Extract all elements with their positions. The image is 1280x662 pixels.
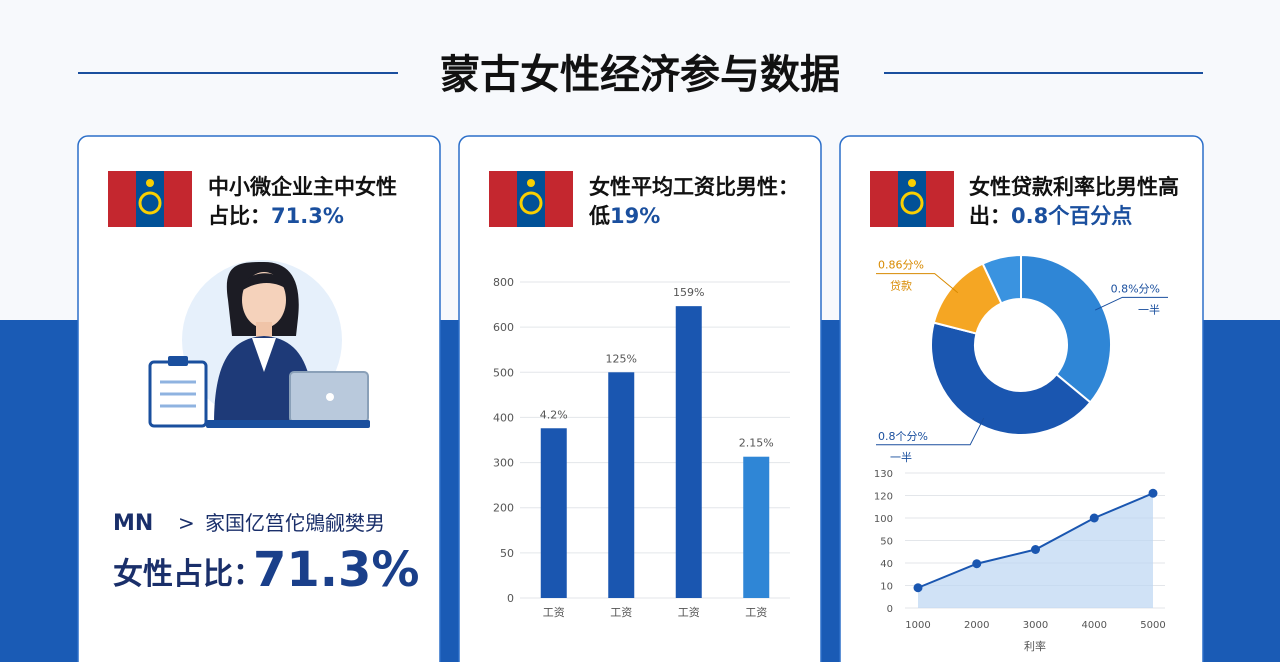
donut-segment (1020, 253, 1113, 404)
y-tick-label: 10 (880, 582, 893, 593)
y-tick-label: 130 (874, 469, 893, 480)
flag (870, 171, 954, 227)
flag-emblem (900, 191, 924, 215)
y-tick-label: 120 (874, 492, 893, 503)
bar (540, 428, 567, 598)
x-tick-label: 工资 (678, 606, 700, 619)
y-tick-label: 40 (880, 559, 893, 570)
point (1031, 545, 1040, 554)
y-tick-label: 600 (493, 321, 514, 334)
x-tick-label: 3000 (1023, 620, 1048, 631)
x-tick-label: 工资 (745, 606, 767, 619)
y-tick-label: 50 (500, 547, 514, 560)
heading-highlight: 71.3% (271, 204, 344, 228)
donut-segment (981, 253, 1022, 305)
page-title: 蒙古女性经济参与数据 (440, 52, 840, 98)
card-heading: 女性贷款利率比男性高 (969, 175, 1179, 199)
y-tick-label: 800 (493, 276, 514, 289)
heading-highlight: 19% (610, 204, 660, 228)
stat-label: 女性占比： (113, 557, 263, 592)
bar (608, 372, 635, 598)
x-tick-label: 4000 (1082, 620, 1107, 631)
bar (743, 456, 770, 598)
leader-line (876, 273, 959, 294)
flag-emblem (908, 179, 916, 187)
bar-annotation: 4.2% (540, 408, 568, 421)
bar-annotation: 159% (673, 286, 704, 299)
x-tick-label: 工资 (543, 606, 565, 619)
bar (675, 306, 702, 598)
x-tick-label: 工资 (610, 606, 632, 619)
flag-emblem (146, 179, 154, 187)
segment-note: 一半 (890, 450, 912, 464)
leader-line (876, 417, 985, 446)
donut-segment (930, 321, 1092, 437)
y-tick-label: 100 (874, 514, 893, 525)
point (1089, 513, 1099, 523)
y-tick-label: 50 (880, 537, 893, 548)
flag-emblem (527, 179, 535, 187)
card-heading: 中小微企业主中女性 (208, 175, 397, 199)
point (972, 559, 982, 569)
card-heading: 低19% (588, 204, 660, 228)
heading-text: 出： (969, 204, 1011, 228)
segment-note: 一半 (1138, 302, 1160, 316)
flag-emblem (519, 191, 543, 215)
segment-annotation: 0.86分% (878, 259, 924, 272)
y-tick-label: 0 (887, 604, 893, 615)
woman-illustration (148, 260, 370, 428)
flag-emblem (138, 191, 162, 215)
heading-highlight: 0.8个百分点 (1011, 204, 1132, 228)
flag-stripe (926, 171, 954, 227)
arrow: > (178, 511, 195, 535)
point (1148, 488, 1158, 498)
flag-stripe (545, 171, 573, 227)
flag (489, 171, 573, 227)
card-heading: 占比：71.3% (208, 204, 344, 228)
leader-line (1094, 296, 1168, 311)
y-tick-label: 400 (493, 411, 514, 424)
stat-value: 71.3% (253, 542, 420, 598)
x-tick-label: 2000 (964, 620, 989, 631)
flag-stripe (108, 171, 136, 227)
x-axis-label: 利率 (1024, 639, 1046, 653)
heading-text: 占比： (208, 204, 271, 228)
flag-stripe (489, 171, 517, 227)
caption: 家国亿筥佗鶂觎樊男 (205, 511, 385, 535)
flag-stripe (164, 171, 192, 227)
flag (108, 171, 192, 227)
card-heading: 出：0.8个百分点 (969, 204, 1132, 228)
country-code: MN (113, 511, 153, 536)
y-tick-label: 500 (493, 366, 514, 379)
bar-annotation: 125% (606, 352, 637, 365)
flag-stripe (870, 171, 898, 227)
segment-note: 贷款 (890, 279, 912, 293)
segment-annotation: 0.8个分% (878, 430, 928, 443)
x-tick-label: 5000 (1140, 620, 1165, 631)
card-heading: 女性平均工资比男性： (589, 175, 799, 199)
x-tick-label: 1000 (905, 620, 930, 631)
heading-text: 低 (588, 204, 610, 228)
y-tick-label: 300 (493, 457, 514, 470)
point (913, 583, 923, 593)
segment-annotation: 0.8%分% (1111, 282, 1160, 295)
y-tick-label: 200 (493, 502, 514, 515)
bar-annotation: 2.15% (739, 437, 774, 450)
y-tick-label: 0 (507, 592, 514, 605)
